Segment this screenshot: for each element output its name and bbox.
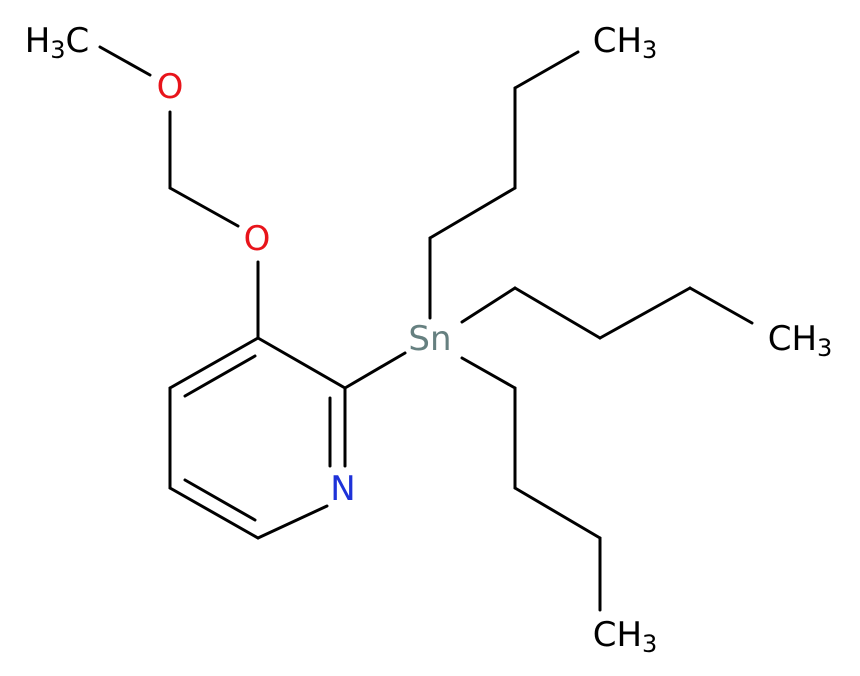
atom-label: CH3 [768,319,833,363]
bond [460,356,517,390]
bond [513,50,580,90]
bond [460,286,517,324]
bond [168,336,260,390]
bond [183,478,257,522]
bond [598,286,692,340]
atom-label: Sn [408,319,451,359]
bond [256,504,329,540]
bond [256,336,347,390]
bond [168,486,260,540]
atom-label: O [244,219,271,259]
bond [98,45,152,77]
bond [183,354,257,398]
atom-label: H3C [25,21,90,65]
bonds [98,45,754,612]
atom-label: N [330,469,355,509]
atom-label: O [157,67,184,107]
bond [513,286,602,340]
bond [168,186,240,228]
bond [688,286,754,325]
atom-label: CH3 [593,21,658,65]
bond [428,186,517,240]
bond [343,351,407,390]
atom-label: CH3 [593,615,658,659]
bond [513,486,602,540]
